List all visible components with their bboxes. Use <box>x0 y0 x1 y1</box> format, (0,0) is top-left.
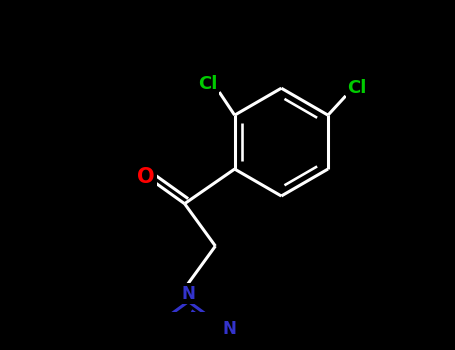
Text: Cl: Cl <box>198 75 217 93</box>
Text: N: N <box>182 285 195 303</box>
Text: O: O <box>137 167 155 187</box>
Text: Cl: Cl <box>348 79 367 97</box>
Text: N: N <box>223 320 237 338</box>
